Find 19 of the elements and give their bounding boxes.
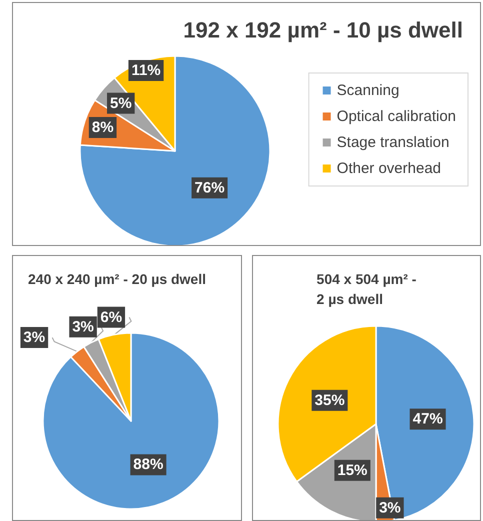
legend-label: Optical calibration <box>336 108 456 125</box>
data-label: 5% <box>110 94 132 112</box>
chart-title: 192 x 192 µm² - 10 µs dwell <box>183 18 464 42</box>
data-label: 6% <box>100 308 122 326</box>
legend-label: Scanning <box>336 82 400 99</box>
data-label: 3% <box>23 329 46 346</box>
data-label: 88% <box>133 456 164 474</box>
data-label: 15% <box>337 462 368 479</box>
data-label: 35% <box>314 392 345 409</box>
data-label: 3% <box>72 318 94 336</box>
data-label: 76% <box>194 179 225 196</box>
chart-title: 504 x 504 µm² - 2 µs dwell <box>316 271 417 307</box>
legend-label: Other overhead <box>336 160 442 177</box>
data-label: 11% <box>131 62 161 80</box>
legend-label: Stage translation <box>336 134 450 151</box>
data-label: 3% <box>379 499 401 516</box>
data-label: 47% <box>412 410 443 428</box>
chart-title: 240 x 240 µm² - 20 µs dwell <box>28 271 206 287</box>
data-label: 8% <box>92 119 114 136</box>
